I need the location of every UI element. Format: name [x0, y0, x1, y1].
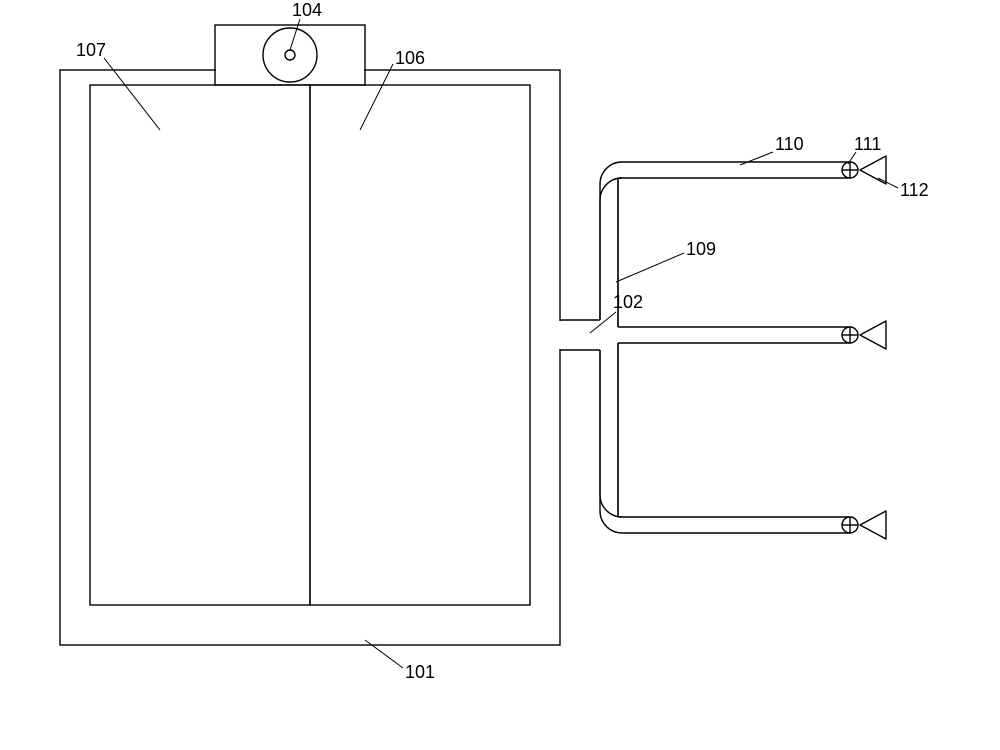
leader-110 [740, 152, 773, 165]
label-102: 102 [613, 292, 643, 312]
frame-right-cutout [559, 321, 562, 349]
label-112: 112 [900, 180, 929, 200]
leader-102 [590, 312, 616, 333]
leader-104 [290, 19, 300, 50]
left-panel [90, 85, 310, 605]
right-panel [310, 85, 530, 605]
label-101: 101 [405, 662, 435, 682]
nozzle [860, 511, 886, 539]
nozzle [860, 321, 886, 349]
top-module-circle [263, 28, 317, 82]
top-module-box [215, 25, 365, 85]
label-107: 107 [76, 40, 106, 60]
frame-top-cutout [216, 69, 364, 72]
label-110: 110 [775, 134, 804, 154]
label-111: 111 [854, 134, 881, 154]
top-module-dot [285, 50, 295, 60]
label-109: 109 [686, 239, 716, 259]
leader-107 [104, 58, 160, 130]
leader-112 [878, 178, 898, 188]
label-104: 104 [292, 0, 322, 20]
label-106: 106 [395, 48, 425, 68]
leader-101 [365, 640, 403, 668]
leader-109 [616, 253, 684, 282]
